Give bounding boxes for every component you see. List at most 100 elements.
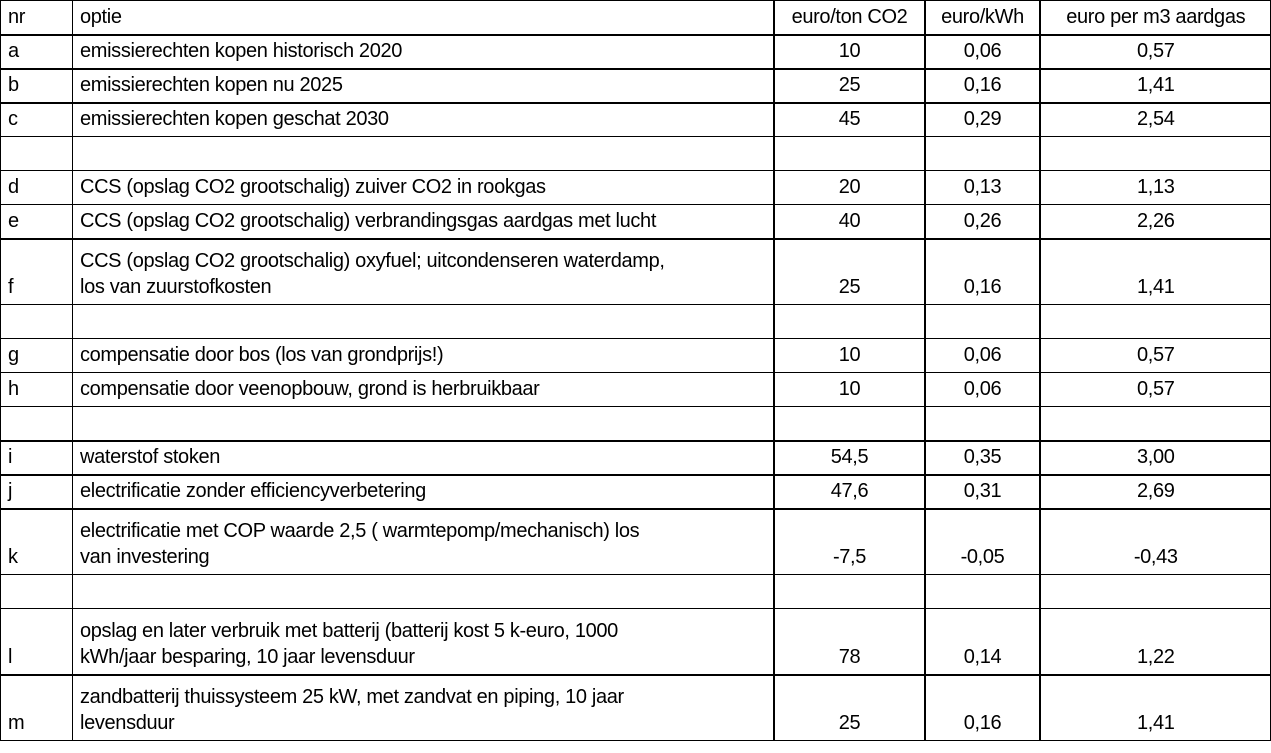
table-row: k electrificatie met COP waarde 2,5 ( war… bbox=[0, 508, 1271, 575]
column-header-euro-per-kwh: euro/kWh bbox=[923, 0, 1040, 36]
cell-kwh: 0,06 bbox=[923, 372, 1040, 407]
cell-kwh: 0,31 bbox=[923, 474, 1040, 510]
cell-optie: compensatie door bos (los van grondprijs… bbox=[72, 338, 774, 373]
column-header-euro-per-ton-co2: euro/ton CO2 bbox=[772, 0, 925, 36]
cell-m3: 1,41 bbox=[1038, 68, 1271, 104]
cell-nr bbox=[0, 304, 73, 339]
cell-m3: 3,00 bbox=[1038, 440, 1271, 476]
cell-nr: l bbox=[0, 608, 73, 676]
cell-kwh bbox=[923, 406, 1040, 442]
cell-kwh: 0,13 bbox=[923, 170, 1040, 205]
cell-co2: 54,5 bbox=[772, 440, 925, 476]
cell-kwh: 0,14 bbox=[923, 608, 1040, 676]
cell-nr: g bbox=[0, 338, 73, 373]
cell-co2: 78 bbox=[772, 608, 925, 676]
cell-optie bbox=[72, 574, 774, 609]
cell-m3: 1,22 bbox=[1038, 608, 1271, 676]
table-row: f CCS (opslag CO2 grootschalig) oxyfuel; … bbox=[0, 238, 1271, 305]
cell-nr: c bbox=[0, 102, 73, 137]
cell-m3: 0,57 bbox=[1038, 372, 1271, 407]
cell-optie: emissierechten kopen nu 2025 bbox=[72, 68, 774, 104]
cell-co2: -7,5 bbox=[772, 508, 925, 575]
cell-optie: emissierechten kopen historisch 2020 bbox=[72, 34, 774, 70]
cell-optie: CCS (opslag CO2 grootschalig) zuiver CO2… bbox=[72, 170, 774, 205]
cell-optie: emissierechten kopen geschat 2030 bbox=[72, 102, 774, 137]
cell-kwh bbox=[923, 574, 1040, 609]
cell-nr bbox=[0, 574, 73, 609]
cell-nr: e bbox=[0, 204, 73, 240]
cell-m3 bbox=[1038, 574, 1271, 609]
cell-nr: d bbox=[0, 170, 73, 205]
table-row: h compensatie door veenopbouw, grond is h… bbox=[0, 372, 1271, 407]
cell-m3: 2,26 bbox=[1038, 204, 1271, 240]
table-row: l opslag en later verbruik met batterij (… bbox=[0, 608, 1271, 676]
cell-kwh: -0,05 bbox=[923, 508, 1040, 575]
cell-nr: h bbox=[0, 372, 73, 407]
cell-kwh: 0,06 bbox=[923, 338, 1040, 373]
cell-kwh bbox=[923, 136, 1040, 171]
column-header-nr: nr bbox=[0, 0, 73, 36]
cell-nr bbox=[0, 406, 73, 442]
cell-optie: zandbatterij thuissysteem 25 kW, met zan… bbox=[72, 674, 774, 741]
cell-co2: 25 bbox=[772, 238, 925, 305]
cell-optie bbox=[72, 304, 774, 339]
cell-kwh: 0,16 bbox=[923, 238, 1040, 305]
cell-co2: 45 bbox=[772, 102, 925, 137]
cell-m3 bbox=[1038, 406, 1271, 442]
cell-optie: electrificatie met COP waarde 2,5 ( warm… bbox=[72, 508, 774, 575]
cell-kwh: 0,16 bbox=[923, 68, 1040, 104]
cell-co2: 20 bbox=[772, 170, 925, 205]
cell-optie: compensatie door veenopbouw, grond is he… bbox=[72, 372, 774, 407]
cell-nr: k bbox=[0, 508, 73, 575]
cell-co2 bbox=[772, 574, 925, 609]
table-row: d CCS (opslag CO2 grootschalig) zuiver CO… bbox=[0, 170, 1271, 205]
cell-m3: 2,69 bbox=[1038, 474, 1271, 510]
cell-kwh bbox=[923, 304, 1040, 339]
cell-co2: 25 bbox=[772, 68, 925, 104]
cell-co2: 25 bbox=[772, 674, 925, 741]
cell-kwh: 0,16 bbox=[923, 674, 1040, 741]
spacer-row bbox=[0, 574, 1271, 609]
spacer-row bbox=[0, 304, 1271, 339]
cell-m3 bbox=[1038, 136, 1271, 171]
cell-nr: j bbox=[0, 474, 73, 510]
column-header-optie: optie bbox=[72, 0, 774, 36]
header-row: nr optie euro/ton CO2 euro/kWh euro per … bbox=[0, 0, 1271, 36]
table-row: i waterstof stoken 54,5 0,35 3,00 bbox=[0, 440, 1271, 476]
cell-co2: 10 bbox=[772, 372, 925, 407]
cell-optie: electrificatie zonder efficiencyverbeter… bbox=[72, 474, 774, 510]
cell-m3: -0,43 bbox=[1038, 508, 1271, 575]
table-row: e CCS (opslag CO2 grootschalig) verbrandi… bbox=[0, 204, 1271, 240]
cell-m3: 1,41 bbox=[1038, 238, 1271, 305]
cell-kwh: 0,26 bbox=[923, 204, 1040, 240]
cell-co2 bbox=[772, 304, 925, 339]
spacer-row bbox=[0, 406, 1271, 442]
cell-kwh: 0,35 bbox=[923, 440, 1040, 476]
cell-co2: 40 bbox=[772, 204, 925, 240]
cell-co2 bbox=[772, 406, 925, 442]
cell-nr bbox=[0, 136, 73, 171]
table-row: j electrificatie zonder efficiencyverbete… bbox=[0, 474, 1271, 510]
cell-nr: i bbox=[0, 440, 73, 476]
cell-nr: b bbox=[0, 68, 73, 104]
spacer-row bbox=[0, 136, 1271, 171]
cell-kwh: 0,29 bbox=[923, 102, 1040, 137]
cell-kwh: 0,06 bbox=[923, 34, 1040, 70]
cell-nr: a bbox=[0, 34, 73, 70]
table-row: g compensatie door bos (los van grondprij… bbox=[0, 338, 1271, 373]
cell-co2: 10 bbox=[772, 338, 925, 373]
cell-co2: 10 bbox=[772, 34, 925, 70]
cell-co2: 47,6 bbox=[772, 474, 925, 510]
cell-optie bbox=[72, 136, 774, 171]
cell-optie: CCS (opslag CO2 grootschalig) oxyfuel; u… bbox=[72, 238, 774, 305]
table-row: m zandbatterij thuissysteem 25 kW, met za… bbox=[0, 674, 1271, 741]
cell-optie: CCS (opslag CO2 grootschalig) verbrandin… bbox=[72, 204, 774, 240]
cell-m3: 1,13 bbox=[1038, 170, 1271, 205]
cell-m3: 0,57 bbox=[1038, 34, 1271, 70]
cell-nr: m bbox=[0, 674, 73, 741]
cell-optie: waterstof stoken bbox=[72, 440, 774, 476]
column-header-euro-per-m3-aardgas: euro per m3 aardgas bbox=[1038, 0, 1271, 36]
table-row: a emissierechten kopen historisch 2020 10 0… bbox=[0, 34, 1271, 70]
table-row: b emissierechten kopen nu 2025 25 0,16 1,41 bbox=[0, 68, 1271, 104]
